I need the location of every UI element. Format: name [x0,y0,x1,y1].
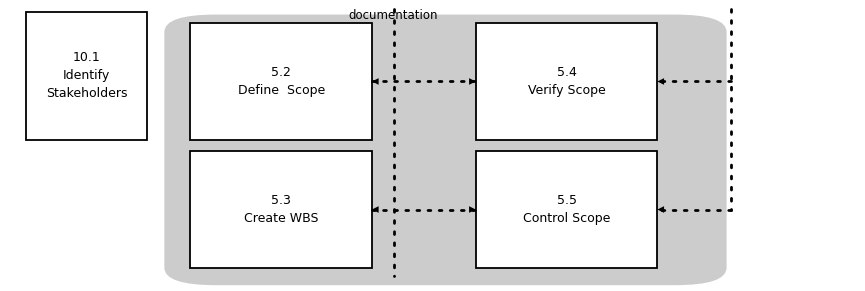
FancyBboxPatch shape [190,23,372,140]
FancyBboxPatch shape [476,23,657,140]
Text: 5.5
Control Scope: 5.5 Control Scope [522,194,611,225]
Text: 5.2
Define  Scope: 5.2 Define Scope [238,66,324,97]
FancyBboxPatch shape [164,15,727,285]
FancyBboxPatch shape [190,151,372,268]
Text: 10.1
Identify
Stakeholders: 10.1 Identify Stakeholders [46,51,127,100]
Text: 5.3
Create WBS: 5.3 Create WBS [244,194,318,225]
FancyBboxPatch shape [476,151,657,268]
Text: documentation: documentation [349,9,439,22]
Text: 5.4
Verify Scope: 5.4 Verify Scope [528,66,606,97]
FancyBboxPatch shape [26,12,147,140]
